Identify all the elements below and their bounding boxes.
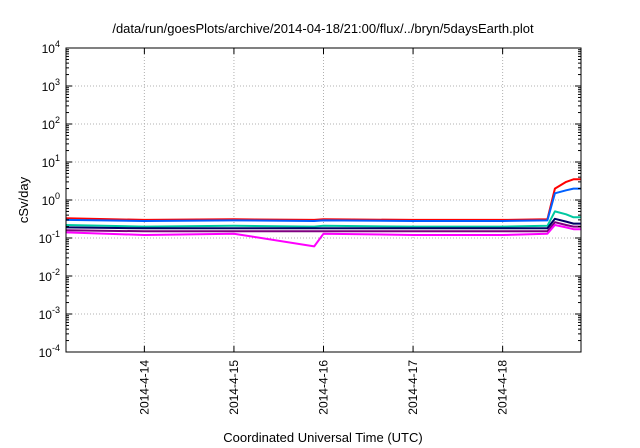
y-tick-label: 101 — [42, 153, 60, 170]
y-tick-label: 10-4 — [39, 343, 60, 360]
y-axis: 10-4 10-3 10-2 10-1 100 101 102 103 104 — [39, 39, 581, 360]
x-tick-label: 2014-4-18 — [496, 360, 510, 415]
x-tick-label: 2014-4-16 — [317, 360, 331, 415]
series-line-4 — [65, 217, 581, 230]
x-tick-label: 2014-4-14 — [137, 360, 151, 415]
y-tick-label: 102 — [42, 115, 60, 132]
grid — [66, 48, 581, 352]
y-tick-label: 10-3 — [39, 305, 60, 322]
series-line-2 — [65, 187, 581, 222]
y-tick-label: 10-1 — [39, 229, 60, 246]
y-tick-label: 10-2 — [39, 267, 60, 284]
x-tick-label: 2014-4-15 — [227, 360, 241, 415]
series-line-5 — [65, 221, 581, 233]
series-line-1 — [65, 178, 581, 221]
chart-title: /data/run/goesPlots/archive/2014-04-18/2… — [112, 21, 534, 36]
series-line-6 — [65, 224, 581, 248]
x-axis-label: Coordinated Universal Time (UTC) — [223, 430, 422, 445]
y-tick-label: 104 — [42, 39, 60, 56]
series-layer — [65, 178, 581, 248]
x-axis: 2014-4-14 2014-4-15 2014-4-16 2014-4-17 2014… — [137, 48, 510, 415]
x-tick-label: 2014-4-17 — [406, 360, 420, 415]
y-axis-label: cSv/day — [16, 176, 31, 223]
series-line-3 — [65, 210, 581, 228]
y-tick-label: 103 — [42, 77, 60, 94]
y-tick-label: 100 — [42, 191, 60, 208]
